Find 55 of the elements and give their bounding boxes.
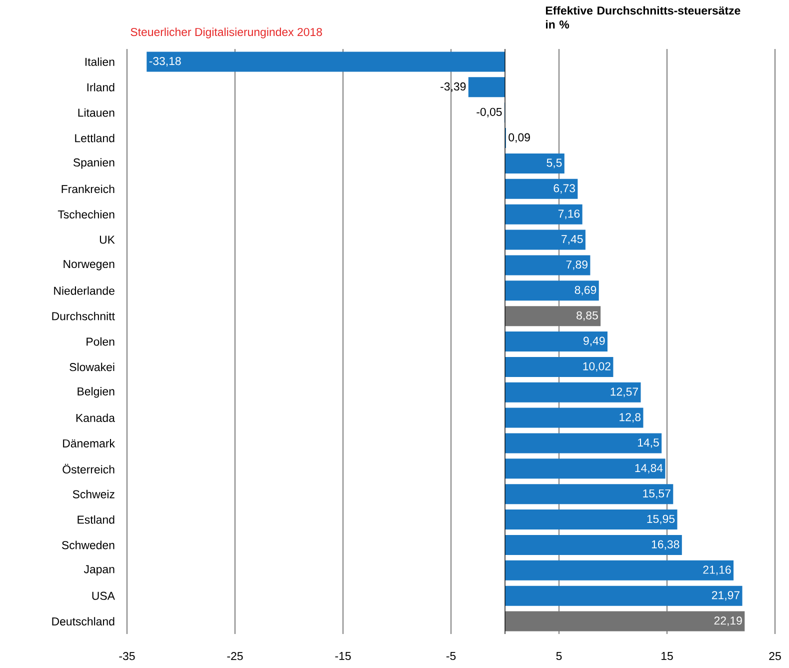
y-tick-label: Belgien (78, 387, 114, 398)
data-label: -0,05 (476, 108, 502, 118)
x-tick-label: 25 (769, 652, 781, 660)
x-tick-label: 5 (556, 652, 562, 660)
y-tick-label: Schweden (62, 540, 114, 550)
y-tick-label: Japan (84, 565, 114, 576)
data-label: 22,19 (714, 616, 742, 626)
data-label: 5,5 (546, 158, 562, 168)
chart-title: Steuerlicher Digitalisierungindex 2018 (130, 28, 322, 38)
data-label: 8,69 (574, 286, 596, 296)
data-label: 10,02 (583, 362, 610, 372)
x-tick-label: -25 (227, 652, 243, 660)
data-label: 15,57 (643, 489, 670, 499)
y-tick-label: Schweiz (72, 490, 114, 498)
data-label: 0,09 (508, 133, 530, 143)
y-tick-label: Slowakei (70, 362, 114, 372)
data-label: 12,8 (620, 413, 641, 423)
data-label: 16,38 (652, 540, 680, 550)
y-tick-label: Polen (86, 337, 114, 346)
x-tick-label: -5 (446, 652, 456, 660)
text: Effektive Durchschnitts-steuersätze in % (546, 6, 740, 29)
y-tick-label: Kanada (76, 414, 115, 422)
data-label: 14,84 (635, 464, 663, 474)
y-tick-label: Frankreich (62, 184, 114, 194)
x-tick-label: -15 (335, 652, 351, 660)
y-tick-label: Italien (85, 58, 114, 66)
data-label: 7,89 (566, 260, 588, 270)
data-label: 15,95 (647, 514, 675, 524)
y-tick-label: Spanien (73, 158, 114, 169)
y-tick-label: Lettland (75, 134, 114, 142)
data-label: 8,85 (576, 311, 598, 321)
y-tick-label: Tschechien (58, 210, 114, 219)
y-tick-label: Niederlande (54, 286, 114, 295)
data-label: 9,49 (584, 336, 605, 346)
y-tick-label: Norwegen (64, 260, 114, 270)
data-label: 14,5 (638, 438, 659, 448)
x-tick-label: -35 (119, 652, 135, 660)
y-tick-label: Dänemark (63, 439, 115, 448)
data-label: 7,16 (558, 210, 580, 220)
y-tick-label: UK (100, 236, 115, 244)
data-label: 6,73 (554, 184, 575, 194)
data-label: -3,39 (440, 82, 466, 92)
y-tick-label: USA (92, 592, 115, 600)
y-tick-label: Irland (87, 82, 114, 92)
y-tick-label: Deutschland (52, 617, 114, 626)
y-tick-label: Estland (78, 515, 114, 524)
data-label: 7,45 (562, 235, 583, 244)
x-tick-label: 15 (662, 652, 673, 660)
y-tick-label: Litauen (78, 108, 114, 117)
data-label: -33,18 (149, 56, 181, 66)
data-label: 21,97 (712, 591, 740, 601)
y-tick-label: Österreich (62, 464, 114, 474)
data-label: 21,16 (703, 566, 731, 576)
data-label: 12,57 (610, 388, 638, 398)
y-tick-label: Durchschnitt (52, 312, 115, 320)
